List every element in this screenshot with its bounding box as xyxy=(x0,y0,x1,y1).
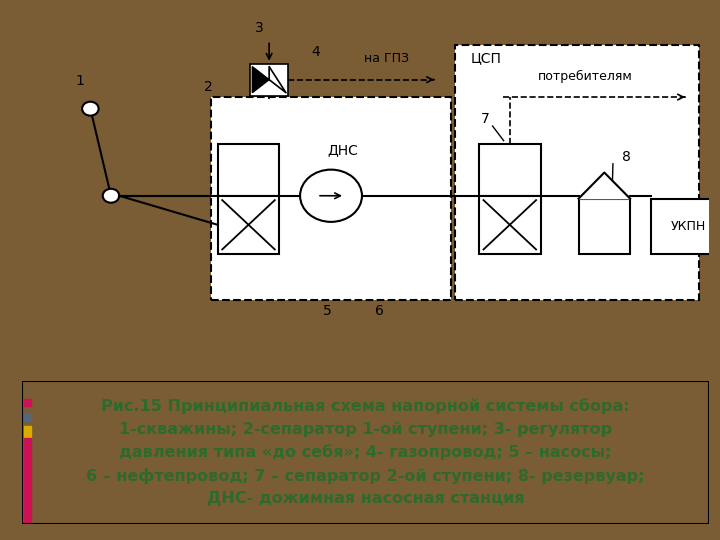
Bar xyxy=(479,144,541,195)
Bar xyxy=(479,195,541,254)
Text: 3: 3 xyxy=(254,21,264,35)
Bar xyxy=(24,414,31,421)
Circle shape xyxy=(300,170,362,222)
Text: 6: 6 xyxy=(374,304,384,318)
Text: 4: 4 xyxy=(311,45,320,59)
Polygon shape xyxy=(579,173,630,199)
Text: 8: 8 xyxy=(622,150,631,164)
Text: 2: 2 xyxy=(204,80,213,94)
Text: на ГПЗ: на ГПЗ xyxy=(364,52,408,65)
Circle shape xyxy=(103,189,120,202)
Circle shape xyxy=(82,102,99,116)
Bar xyxy=(579,199,630,254)
Bar xyxy=(651,199,720,254)
Polygon shape xyxy=(252,66,269,93)
Bar xyxy=(24,438,31,524)
Text: 5: 5 xyxy=(323,304,332,318)
Bar xyxy=(251,64,288,96)
Text: ДНС: ДНС xyxy=(328,143,359,157)
Bar xyxy=(24,399,31,407)
Text: ЦСП: ЦСП xyxy=(470,51,501,65)
Text: Рис.15 Принципиальная схема напорной системы сбора:
1-скважины; 2-сепаратор 1-ой: Рис.15 Принципиальная схема напорной сис… xyxy=(86,398,644,507)
Bar xyxy=(217,195,279,254)
Text: 7: 7 xyxy=(482,112,490,126)
Bar xyxy=(24,427,31,438)
Bar xyxy=(211,97,451,300)
Bar xyxy=(455,45,699,300)
Text: потребителям: потребителям xyxy=(538,70,633,83)
Text: УКПН: УКПН xyxy=(671,220,706,233)
Bar xyxy=(217,144,279,195)
Text: 1: 1 xyxy=(76,75,84,89)
